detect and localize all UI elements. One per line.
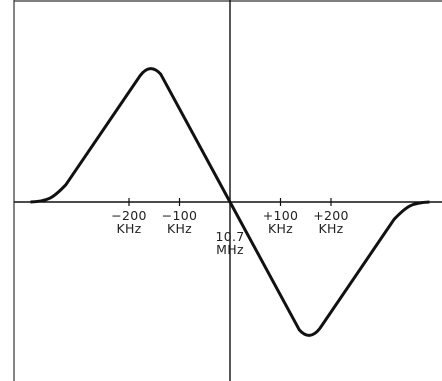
x-tick-label-1-line-1: KHz bbox=[167, 221, 192, 236]
series-line bbox=[30, 67, 430, 337]
x-tick-label-0-line-1: KHz bbox=[116, 221, 141, 236]
center-frequency-label-line-0: 10.7 bbox=[215, 229, 244, 244]
x-tick-label-3-line-0: +200 bbox=[313, 208, 349, 223]
x-tick-label-2-line-1: KHz bbox=[268, 221, 293, 236]
x-tick-label-3-line-1: KHz bbox=[318, 221, 343, 236]
x-tick-label-1-line-0: −100 bbox=[162, 208, 198, 223]
x-tick-label-0-line-0: −200 bbox=[111, 208, 147, 223]
x-tick-label-2-line-0: +100 bbox=[263, 208, 299, 223]
center-frequency-label-line-1: MHz bbox=[216, 242, 244, 257]
